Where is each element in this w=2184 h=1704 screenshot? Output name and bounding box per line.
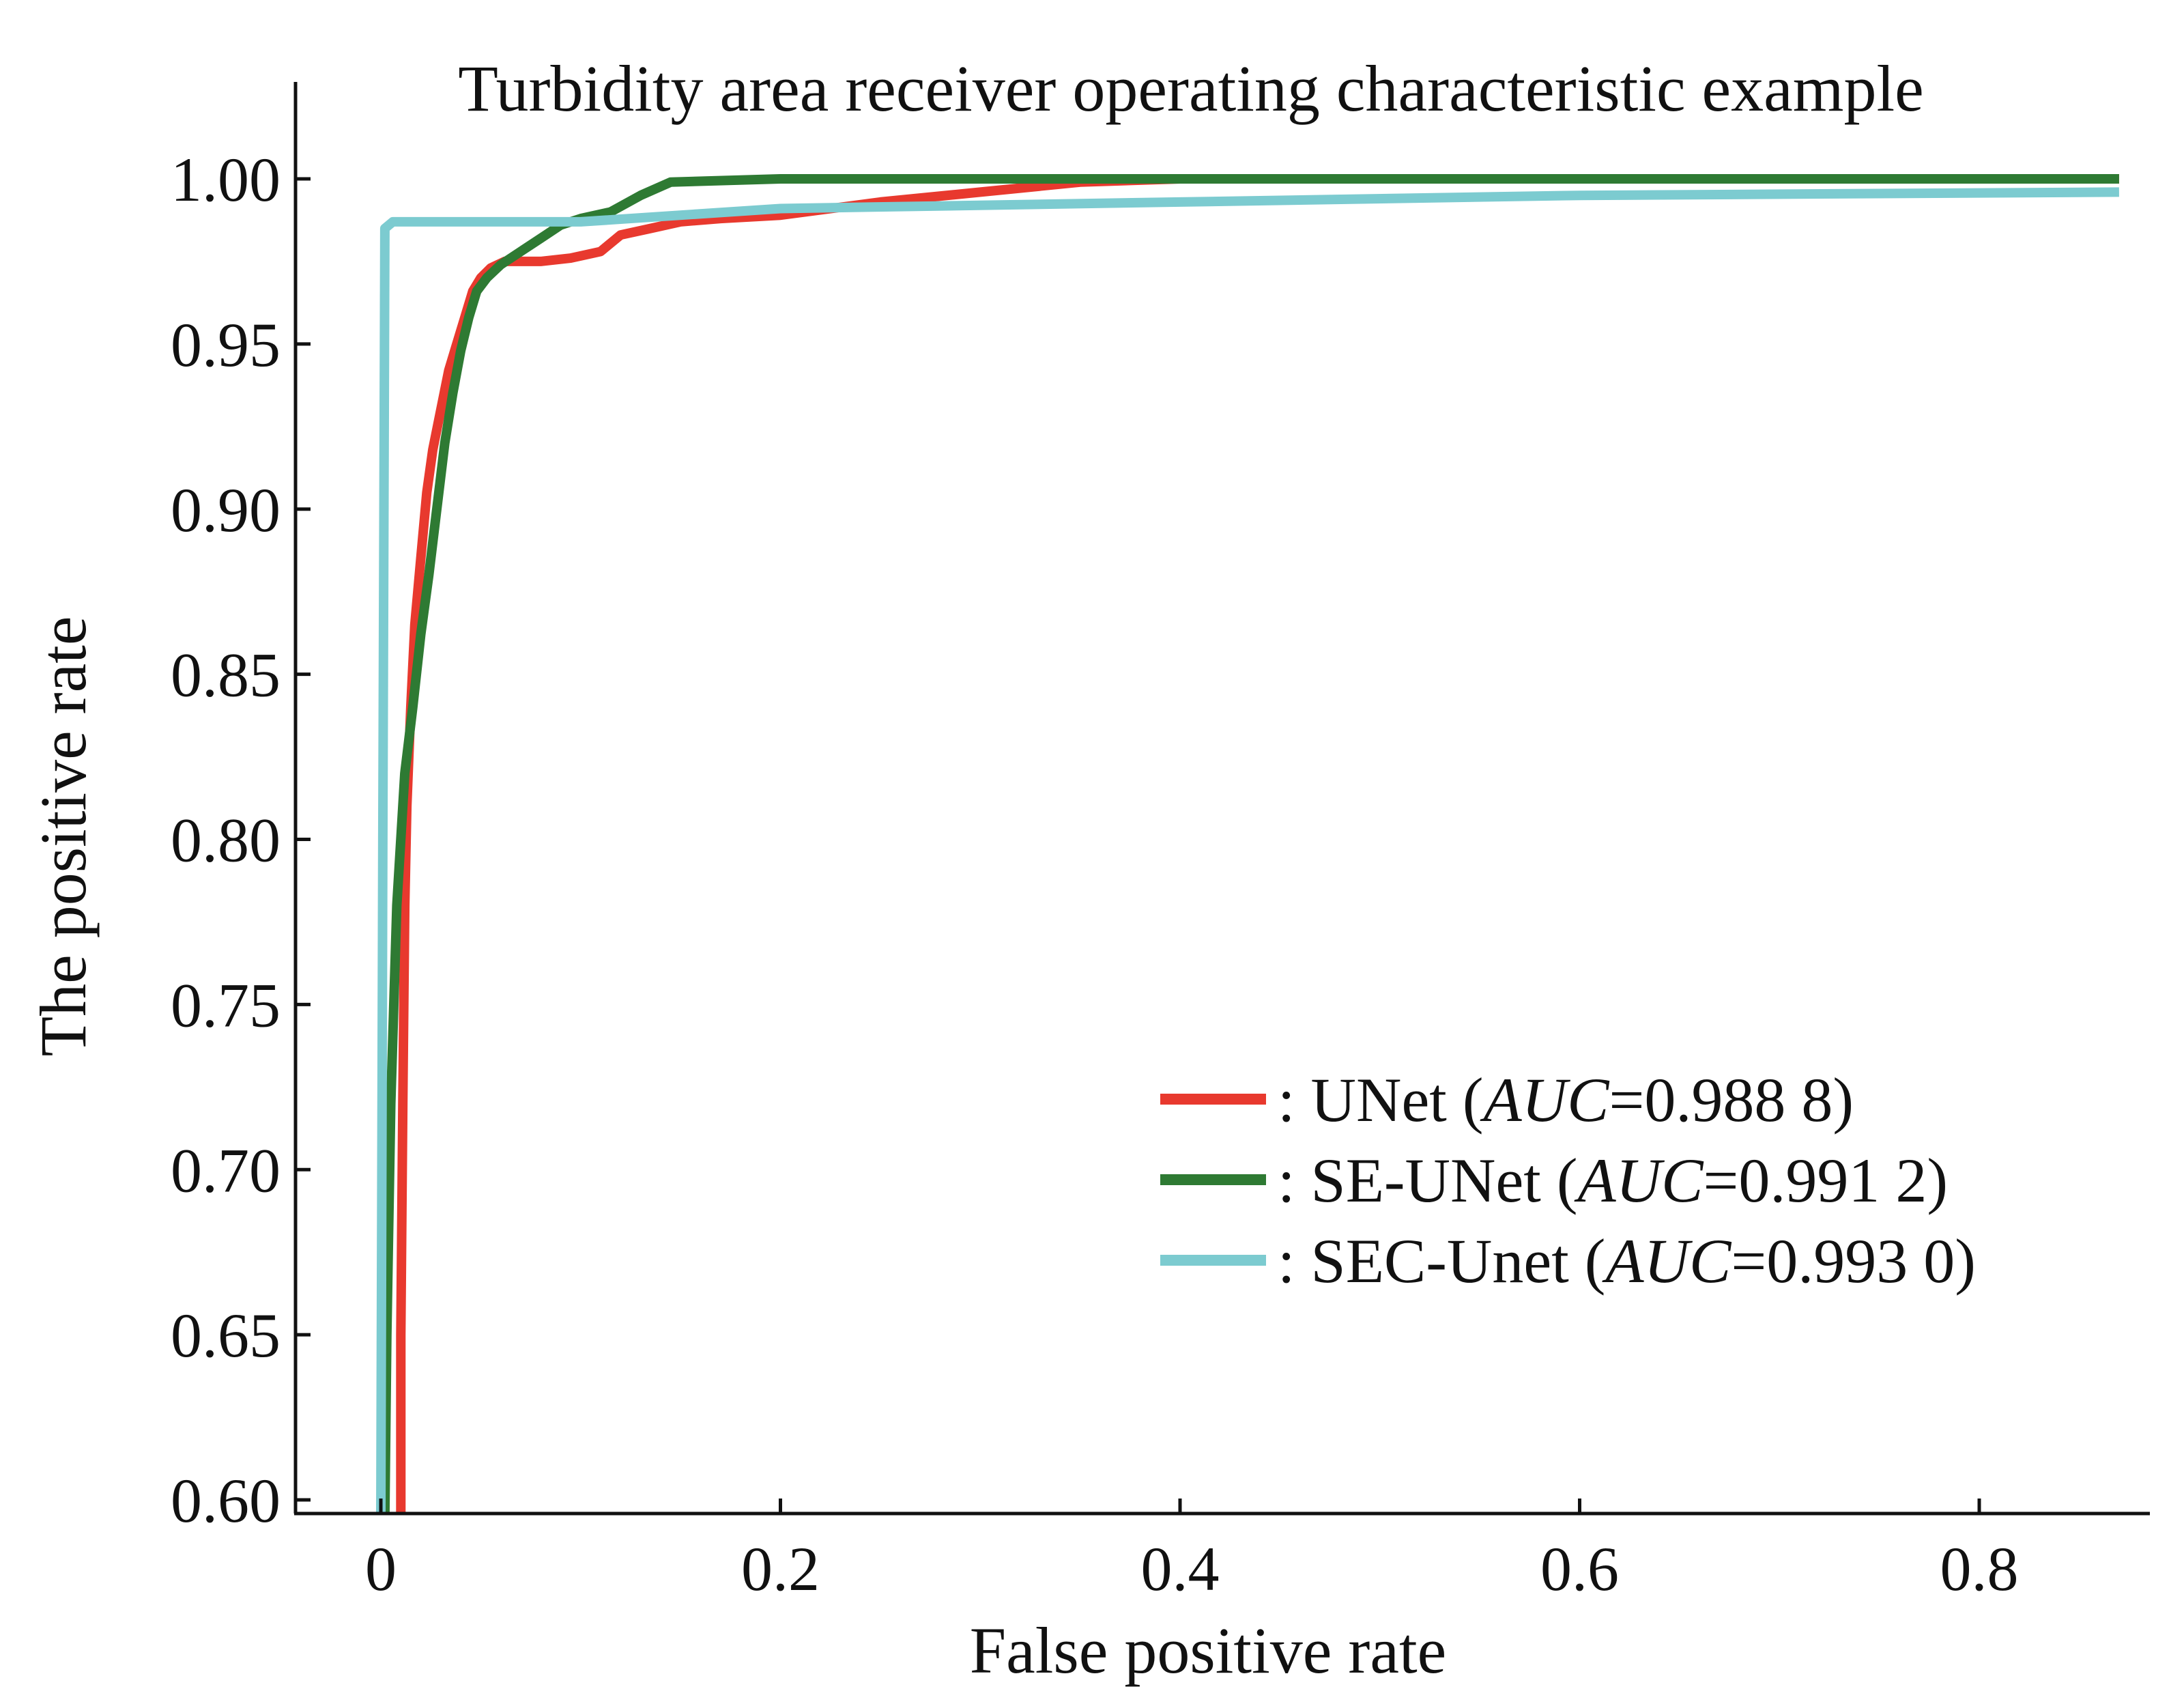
legend: : UNet (AUC=0.988 8) : SE-UNet (AUC=0.991… — [1160, 1065, 1976, 1296]
x-axis-label: False positive rate — [970, 1614, 1446, 1687]
series-line-se-unet — [379, 174, 2119, 1514]
y-axis-label: The positive rate — [27, 616, 100, 1056]
series-layer — [376, 174, 2119, 1514]
y-tick-label: 0.65 — [171, 1301, 281, 1370]
x-tick-label: 0.2 — [741, 1534, 820, 1604]
legend-label-sec-unet: : SEC-Unet (AUC=0.993 0) — [1278, 1226, 1976, 1296]
legend-label-se-unet: : SE-UNet (AUC=0.991 2) — [1278, 1146, 1948, 1215]
y-tick-label: 0.95 — [171, 310, 281, 380]
y-tick-label: 0.80 — [171, 806, 281, 875]
x-tick-label: 0.6 — [1540, 1534, 1619, 1604]
chart-title: Turbidity area receiver operating charac… — [458, 52, 1923, 125]
y-tick-label: 0.90 — [171, 475, 281, 545]
y-tick-label: 0.75 — [171, 970, 281, 1040]
y-axis-ticks: 0.60 0.65 0.70 0.75 0.80 0.85 0.90 0.95 1.00 — [171, 145, 311, 1535]
y-tick-label: 1.00 — [171, 145, 281, 214]
x-tick-label: 0.4 — [1141, 1534, 1220, 1604]
x-axis-ticks: 0 0.2 0.4 0.6 0.8 — [365, 1499, 2019, 1604]
y-tick-label: 0.85 — [171, 640, 281, 710]
y-tick-label: 0.60 — [171, 1466, 281, 1535]
legend-label-unet: : UNet (AUC=0.988 8) — [1278, 1065, 1854, 1135]
x-tick-label: 0.8 — [1940, 1534, 2019, 1604]
plot-area — [376, 174, 2119, 1514]
series-line-sec-unet — [376, 187, 2119, 1514]
y-tick-label: 0.70 — [171, 1135, 281, 1205]
x-tick-label: 0 — [365, 1534, 397, 1604]
